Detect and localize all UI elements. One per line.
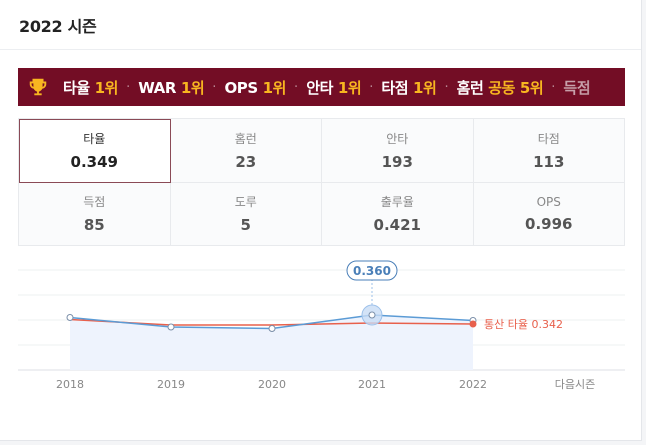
stat-cell[interactable]: 도루 5 (170, 182, 322, 246)
award-item: 안타 1위 (306, 77, 361, 98)
chart-svg: 0.360 통산 타율 0.342 2018 2019 2020 2021 2022 다음시즌 (18, 260, 625, 391)
award-item: OPS 1위 (224, 77, 286, 98)
award-label: OPS (224, 78, 263, 97)
award-separator: · (444, 79, 449, 95)
award-item: WAR 1위 (138, 77, 205, 98)
award-separator: · (369, 79, 374, 95)
banner-fade (585, 68, 625, 106)
stat-value: 0.996 (525, 214, 573, 233)
award-label: WAR (138, 78, 181, 97)
award-separator: · (551, 79, 556, 95)
stat-label: 도루 (234, 195, 257, 210)
card-header: 2022 시즌 (0, 0, 641, 50)
highlight-bubble (346, 260, 398, 281)
data-point (268, 325, 276, 332)
stat-cell[interactable]: 홈런 23 (170, 119, 322, 183)
award-rank: 1위 (413, 78, 437, 97)
stat-cell[interactable]: 출루율 0.421 (322, 182, 474, 246)
data-point (66, 314, 74, 321)
award-rank: 1위 (262, 78, 287, 97)
stat-value: 85 (83, 216, 105, 235)
stat-label: 안타 (386, 131, 409, 146)
stat-value: 5 (240, 216, 251, 235)
season-title: 2022 시즌 (19, 16, 97, 36)
award-label: 안타 (306, 78, 338, 97)
x-tick-label: 2018 (56, 378, 84, 391)
award-rank: 1위 (180, 78, 205, 97)
stat-value: 0.421 (373, 216, 421, 235)
stat-label: 타점 (537, 131, 560, 146)
award-item: 홈런 공동 5위 (457, 77, 544, 98)
stat-label: 홈런 (234, 131, 257, 146)
stat-grid: 타율 0.349 홈런 23 안타 193 타점 113 득점 85 도루 5 출루율 0.421 OPS 0… (18, 118, 625, 246)
data-point (167, 323, 175, 331)
stat-value: 193 (381, 152, 413, 171)
batting-average-chart: 0.360 통산 타율 0.342 2018 2019 2020 2021 2022 다음시즌 (0, 255, 640, 405)
stat-label: OPS (536, 194, 561, 209)
award-separator: · (126, 79, 131, 95)
x-tick-label: 2020 (258, 378, 286, 391)
award-separator: · (212, 79, 217, 95)
award-item: 타점 1위 (381, 77, 436, 98)
award-rank: 1위 (337, 78, 362, 97)
award-item-overflow: 득점 (563, 78, 591, 97)
data-point (368, 311, 376, 319)
stat-label: 출루율 (380, 195, 414, 210)
award-label: 타율 (63, 78, 95, 97)
stat-value: 0.349 (70, 152, 118, 171)
award-label: 홈런 (456, 78, 489, 97)
award-rank: 5위 (519, 78, 544, 97)
career-avg-label: 통산 타율 0.342 (484, 318, 563, 331)
trophy-icon (29, 78, 47, 96)
award-item: 타율 1위 (63, 77, 118, 98)
awards-list: 타율 1위 · WAR 1위 · OPS 1위 · 안타 1위 · 타점 1위 · 홈런 공동 5위… (63, 77, 591, 98)
award-label: 타점 (381, 78, 414, 97)
x-tick-label-next-season: 다음시즌 (555, 378, 595, 391)
stat-cell[interactable]: 안타 193 (322, 119, 474, 183)
career-end-point (469, 320, 477, 328)
stat-label: 타율 (83, 131, 106, 146)
stat-label: 득점 (83, 195, 106, 210)
stat-cell[interactable]: OPS 0.996 (473, 182, 625, 246)
stat-cell[interactable]: 타점 113 (473, 119, 625, 183)
award-separator: · (294, 79, 299, 95)
x-tick-label: 2019 (157, 378, 185, 391)
stat-value: 23 (235, 152, 257, 171)
stat-cell[interactable]: 득점 85 (19, 182, 171, 246)
x-tick-label: 2022 (459, 378, 487, 391)
highlight-value: 0.360 (353, 264, 391, 278)
stat-value: 113 (533, 152, 565, 171)
awards-banner: 타율 1위 · WAR 1위 · OPS 1위 · 안타 1위 · 타점 1위 · 홈런 공동 5위… (18, 68, 625, 106)
x-tick-label: 2021 (358, 378, 386, 391)
award-tie: 공동 (488, 78, 520, 97)
award-rank: 1위 (94, 78, 119, 97)
stat-cell[interactable]: 타율 0.349 (19, 119, 171, 183)
